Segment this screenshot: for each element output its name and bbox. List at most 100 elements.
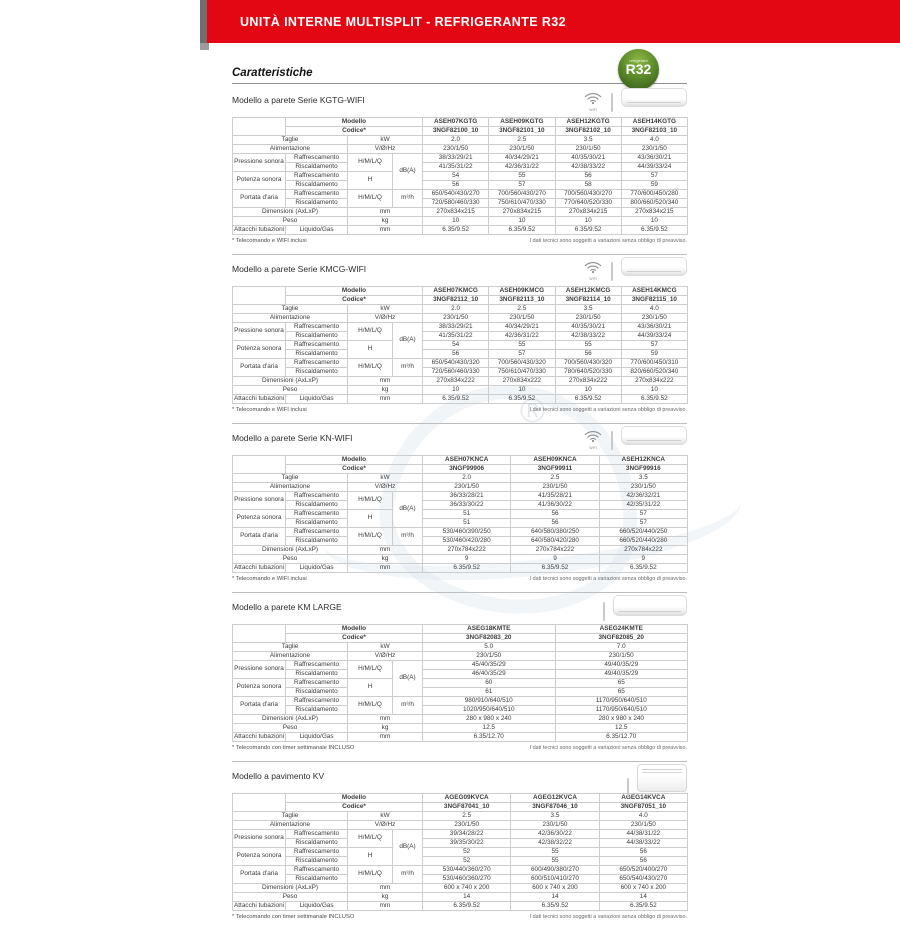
page-title: Caratteristiche (232, 67, 313, 79)
portata-risc-cell: 530/460/420/280 (421, 536, 512, 546)
alimentazione-value-cell: 230/1/50 (422, 651, 556, 661)
mode-cell: H/M/L/Q (347, 189, 393, 208)
unit-cell: kW (347, 304, 423, 314)
footnote-left: * Telecomando e WIFI inclusi (232, 238, 307, 244)
pressione-risc-cell: 41/35/31/22 (421, 331, 490, 341)
attacchi-value-cell: 6.35/9.52 (421, 394, 490, 404)
table-row: Riscaldamento 41/35/31/22 42/36/31/22 42/38… (233, 331, 689, 341)
attacchi-value-cell: 6.35/9.52 (620, 225, 689, 235)
portata-raff-cell: 980/910/640/510 (422, 696, 556, 706)
spec-table: Modello ASEH07KMCG ASEH09KMCG ASEH12KMCG ASE… (232, 286, 689, 404)
table-footnotes: * Telecomando e WIFI inclusi I dati tecni… (232, 238, 687, 244)
unit-cell: dB(A) (392, 322, 423, 359)
sub-label-liquido-gas: Liquido/Gas (285, 563, 348, 573)
mode-cell: H/M/L/Q (347, 322, 393, 341)
portata-raff-cell: 770/600/450/280 (620, 189, 689, 199)
section-title: Modello a parete Serie KN-WIFI (232, 433, 353, 443)
codice-header: Codice* (285, 126, 423, 136)
potenza-raff-cell: 65 (554, 678, 688, 688)
alimentazione-value-cell: 230/1/50 (488, 313, 556, 323)
mode-cell: H/M/L/Q (347, 491, 393, 510)
modello-header: Modello (285, 624, 423, 634)
wall-unit-icon (621, 88, 687, 107)
footnote-right: I dati tecnici sono soggetti a variazion… (529, 576, 687, 582)
model-name-cell: ASEH12KNCA (598, 455, 688, 465)
wall-unit-icon (621, 426, 687, 450)
taglie-value-cell: 2.5 (488, 304, 556, 314)
spec-section: Modello a pavimento KV Modello AGEG09KVCA A… (232, 761, 688, 920)
row-label-peso: Peso (232, 723, 348, 733)
corner-cell (232, 624, 286, 643)
potenza-raff-cell: 54 (421, 171, 490, 181)
code-cell: 3NGF82113_10 (488, 295, 556, 305)
unit-cell: kg (347, 385, 423, 395)
pressione-raff-cell: 41/35/28/21 (510, 491, 600, 501)
pressione-risc-cell: 42/36/31/22 (488, 162, 556, 172)
pressione-raff-cell: 40/35/30/21 (554, 322, 622, 332)
row-label-taglie: Taglie (232, 135, 348, 145)
attacchi-value-cell: 6.35/9.52 (598, 563, 688, 573)
table-row: Alimentazione V/Ø/Hz 230/1/50 230/1/50 230/1… (232, 313, 689, 323)
wifi-icon-label: WIFI (589, 446, 597, 450)
table-row: Potenza sonora Raffrescamento H 51 56 57 (232, 509, 688, 528)
table-row: Dimensioni (AxLxP) mm 600 x 740 x 200 600 x… (232, 883, 688, 893)
taglie-value-cell: 2.0 (421, 304, 490, 314)
portata-risc-cell: 770/640/520/330 (554, 198, 622, 208)
attacchi-value-cell: 6.35/9.52 (488, 394, 556, 404)
row-label-alimentazione: Alimentazione (232, 482, 348, 492)
pressione-risc-cell: 41/35/31/22 (421, 162, 490, 172)
row-label-attacchi: Attacchi tubazioni (232, 732, 286, 742)
row-label-peso: Peso (232, 892, 348, 902)
unit-cell: kW (347, 473, 423, 483)
potenza-raff-cell: 55 (488, 171, 556, 181)
peso-value-cell: 10 (554, 216, 622, 226)
pressione-raff-cell: 45/40/35/29 (422, 660, 556, 670)
pressione-raff-cell: 39/34/28/22 (421, 829, 512, 839)
row-label-attacchi: Attacchi tubazioni (232, 225, 286, 235)
row-label-pressione-sonora: Pressione sonora (232, 829, 286, 848)
portata-risc-cell: 650/540/430/270 (598, 874, 688, 884)
wifi-icon-label: WIFI (589, 108, 597, 112)
tall-remote-icon (627, 778, 629, 797)
section-title: Modello a parete KM LARGE (232, 602, 342, 612)
sub-label-raffrescamento: Raffrescamento (285, 847, 348, 857)
portata-risc-cell: 800/660/520/340 (620, 198, 689, 208)
table-row: Riscaldamento 61 65 (233, 687, 688, 697)
portata-risc-cell: 640/580/420/280 (510, 536, 600, 546)
pressione-risc-cell: 39/35/30/22 (421, 838, 512, 848)
modello-header: Modello (285, 117, 423, 127)
peso-value-cell: 14 (510, 892, 600, 902)
row-label-portata-aria: Portata d'aria (232, 527, 286, 546)
mode-cell: H/M/L/Q (347, 865, 393, 884)
sub-label-riscaldamento: Riscaldamento (285, 349, 348, 359)
table-footnotes: * Telecomando e WIFI inclusi I dati tecni… (232, 407, 687, 413)
potenza-raff-cell: 56 (598, 847, 688, 857)
footnote-right: I dati tecnici sono soggetti a variazion… (529, 745, 687, 751)
potenza-raff-cell: 57 (620, 171, 689, 181)
dimensioni-value-cell: 270x784x222 (598, 545, 688, 555)
table-row: Codice* 3NGF82100_10 3NGF82101_10 3NGF82102… (233, 126, 689, 136)
potenza-raff-cell: 56 (554, 171, 622, 181)
taglie-value-cell: 2.0 (421, 135, 490, 145)
row-label-dimensioni: Dimensioni (AxLxP) (232, 883, 348, 893)
peso-value-cell: 10 (488, 385, 556, 395)
mode-cell: H/M/L/Q (347, 153, 393, 172)
sub-label-raffrescamento: Raffrescamento (285, 340, 348, 350)
portata-raff-cell: 650/520/400/270 (598, 865, 688, 875)
potenza-raff-cell: 55 (488, 340, 556, 350)
sub-label-liquido-gas: Liquido/Gas (285, 732, 348, 742)
taglie-value-cell: 4.0 (620, 135, 689, 145)
table-row: Dimensioni (AxLxP) mm 280 x 980 x 240 280 x… (232, 714, 688, 724)
table-row: Riscaldamento 720/560/460/330 750/610/470/… (233, 367, 689, 377)
sub-label-raffrescamento: Raffrescamento (285, 678, 348, 688)
attacchi-value-cell: 6.35/12.70 (554, 732, 688, 742)
row-label-potenza-sonora: Potenza sonora (232, 678, 286, 697)
remote-icon (611, 262, 613, 281)
dimensioni-value-cell: 270x834x215 (488, 207, 556, 217)
sub-label-riscaldamento: Riscaldamento (285, 536, 348, 546)
sub-label-riscaldamento: Riscaldamento (285, 669, 348, 679)
taglie-value-cell: 4.0 (620, 304, 689, 314)
row-label-attacchi: Attacchi tubazioni (232, 563, 286, 573)
section-title-row: Modello a parete KM LARGE (232, 593, 687, 623)
code-cell: 3NGF87046_10 (510, 802, 600, 812)
